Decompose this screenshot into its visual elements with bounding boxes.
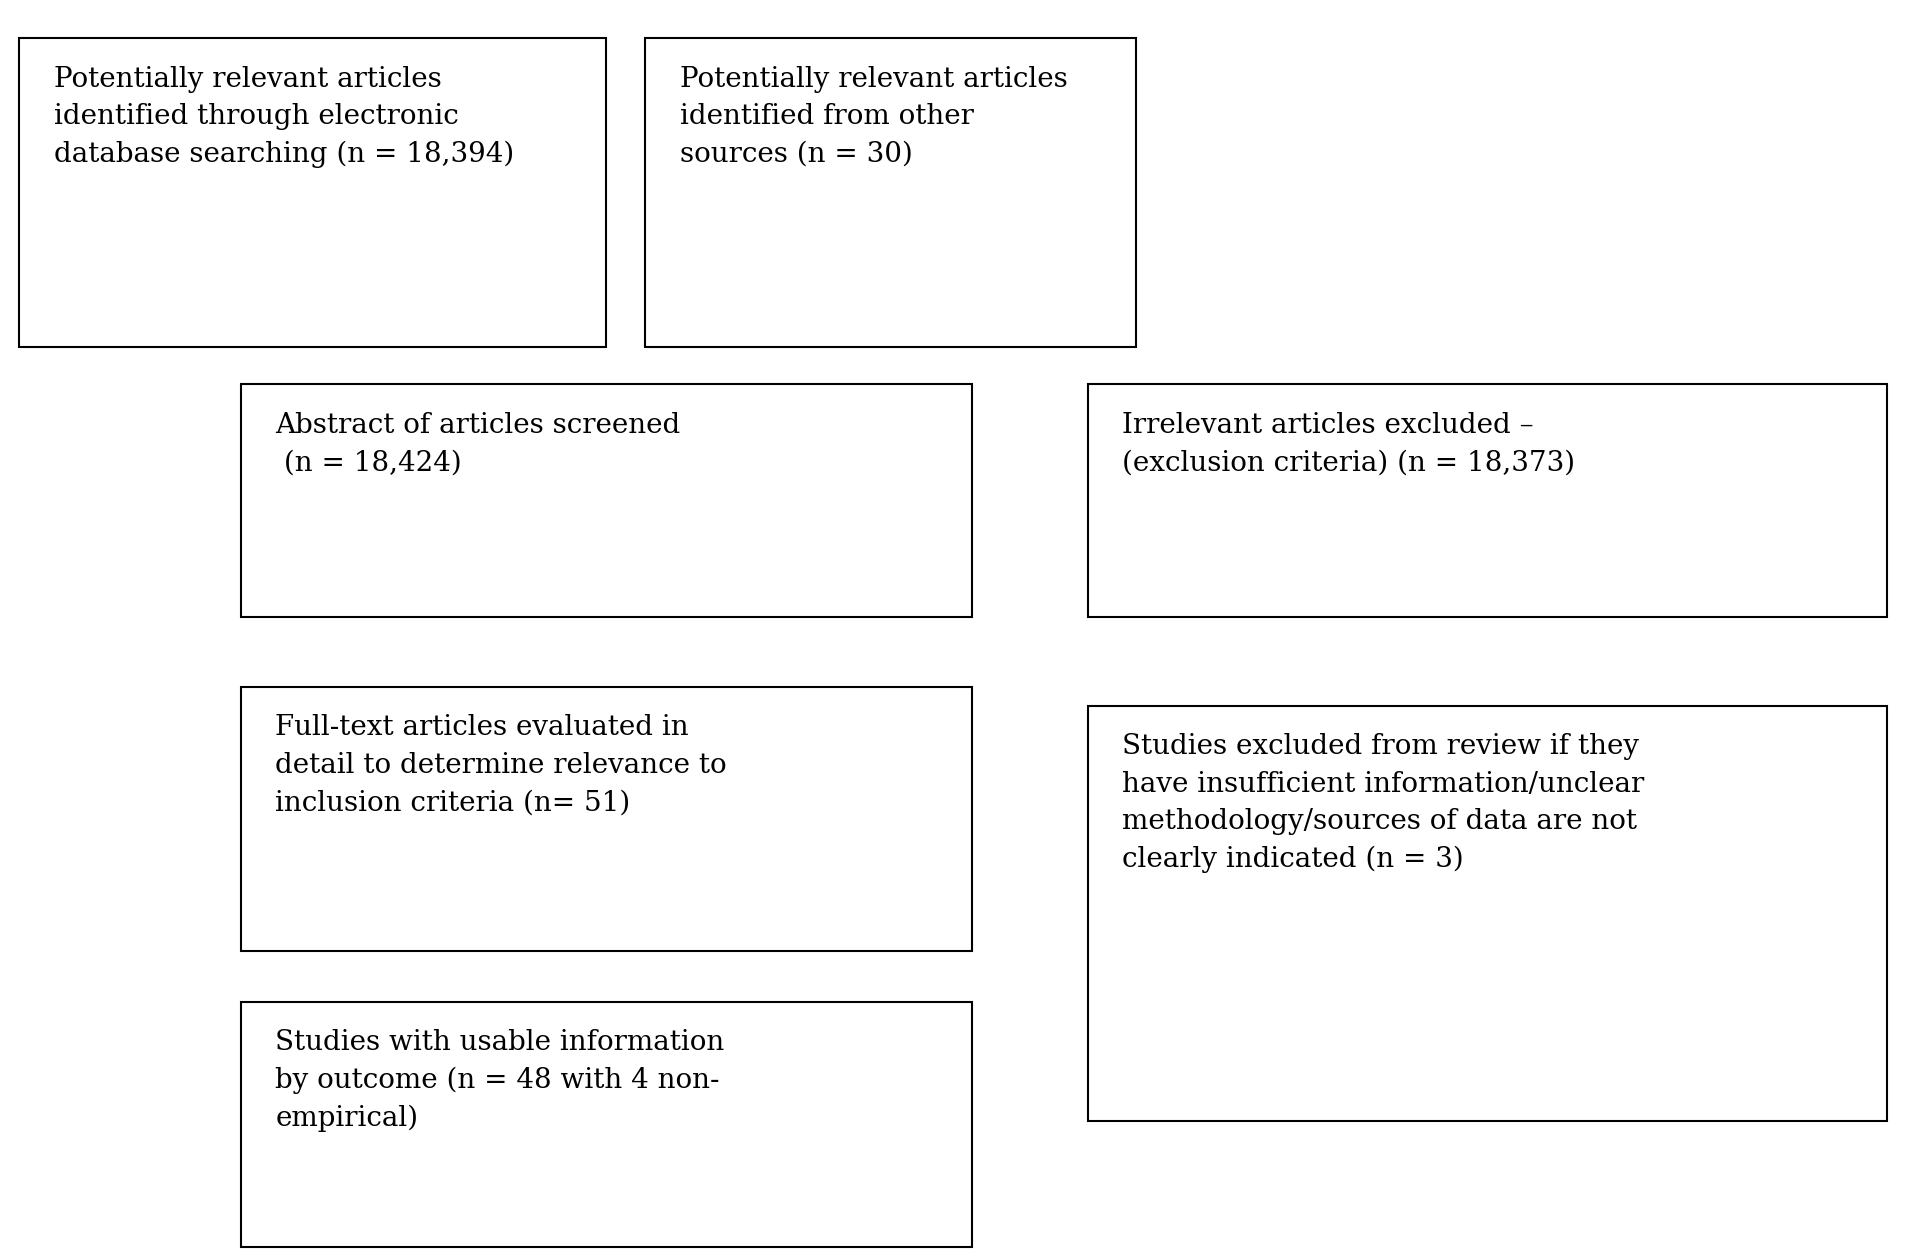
Text: Potentially relevant articles
identified from other
sources (n = 30): Potentially relevant articles identified… — [680, 66, 1066, 168]
Text: Potentially relevant articles
identified through electronic
database searching (: Potentially relevant articles identified… — [54, 66, 514, 168]
Text: Full-text articles evaluated in
detail to determine relevance to
inclusion crite: Full-text articles evaluated in detail t… — [275, 714, 728, 816]
FancyBboxPatch shape — [241, 384, 972, 617]
FancyBboxPatch shape — [1088, 706, 1886, 1121]
FancyBboxPatch shape — [645, 38, 1136, 347]
FancyBboxPatch shape — [1088, 384, 1886, 617]
Text: Abstract of articles screened
 (n = 18,424): Abstract of articles screened (n = 18,42… — [275, 412, 681, 476]
FancyBboxPatch shape — [19, 38, 606, 347]
Text: Studies with usable information
by outcome (n = 48 with 4 non-
empirical): Studies with usable information by outco… — [275, 1029, 724, 1133]
Text: Irrelevant articles excluded –
(exclusion criteria) (n = 18,373): Irrelevant articles excluded – (exclusio… — [1122, 412, 1575, 476]
FancyBboxPatch shape — [241, 1002, 972, 1247]
FancyBboxPatch shape — [241, 687, 972, 951]
Text: Studies excluded from review if they
have insufficient information/unclear
metho: Studies excluded from review if they hav… — [1122, 733, 1644, 873]
